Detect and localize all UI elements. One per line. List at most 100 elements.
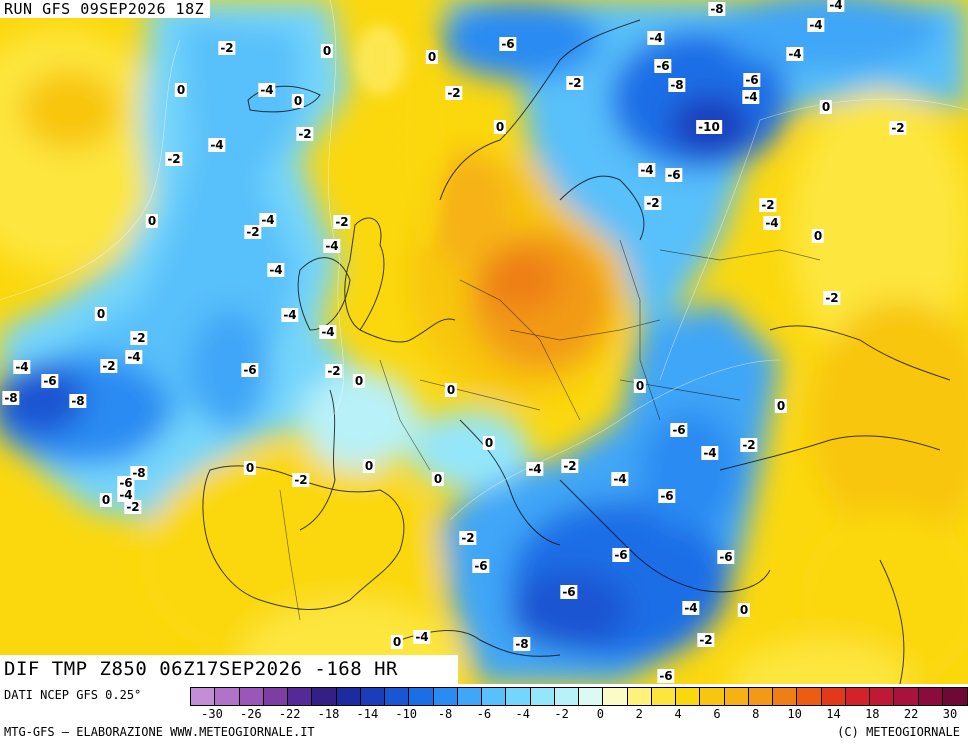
map-value-label: -2 xyxy=(124,500,142,514)
scale-swatch xyxy=(554,688,579,705)
map-value-label: -4 xyxy=(763,216,781,230)
scale-swatch xyxy=(506,688,531,705)
map-value-label: 0 xyxy=(431,472,445,486)
map-value-label: 0 xyxy=(99,493,113,507)
map-value-label: -6 xyxy=(717,550,735,564)
scale-swatch xyxy=(627,688,652,705)
map-value-label: -8 xyxy=(668,78,686,92)
map-value-label: -6 xyxy=(472,559,490,573)
map-value-label: 0 xyxy=(352,374,366,388)
map-value-label: 0 xyxy=(291,94,305,108)
scale-tick-label: -8 xyxy=(437,707,453,721)
map-value-label: -4 xyxy=(682,601,700,615)
map-value-label: -6 xyxy=(499,37,517,51)
map-value-label: -6 xyxy=(743,73,761,87)
scale-swatch xyxy=(773,688,798,705)
credit-right: (C) METEOGIORNALE xyxy=(837,725,960,739)
map-value-label: -4 xyxy=(742,90,760,104)
map-value-label: -2 xyxy=(561,459,579,473)
scale-swatch xyxy=(942,688,967,705)
map-value-label: -6 xyxy=(117,476,135,490)
map-value-label: 0 xyxy=(362,459,376,473)
run-label: RUN GFS 09SEP2026 18Z xyxy=(0,0,211,18)
map-value-label: -8 xyxy=(708,2,726,16)
map-value-label: 0 xyxy=(444,383,458,397)
map-value-label: -4 xyxy=(827,0,845,12)
map-value-label: -4 xyxy=(526,462,544,476)
scale-tick-label: 30 xyxy=(942,707,958,721)
scale-tick-label: -22 xyxy=(278,707,301,721)
scale-swatch xyxy=(918,688,943,705)
scale-swatch xyxy=(263,688,288,705)
scale-swatch xyxy=(797,688,822,705)
scale-tick-label: 0 xyxy=(596,707,605,721)
scale-swatch xyxy=(385,688,410,705)
map-value-label: -10 xyxy=(696,120,722,134)
scale-tick-label: 6 xyxy=(713,707,721,721)
scale-swatch xyxy=(700,688,725,705)
map-value-label: -2 xyxy=(759,198,777,212)
valid-time-label: DIF TMP Z850 06Z17SEP2026 -168 HR xyxy=(0,655,458,684)
map-value-label: 0 xyxy=(425,50,439,64)
map-value-label: -4 xyxy=(125,350,143,364)
map-value-label: -2 xyxy=(566,76,584,90)
scale-swatch xyxy=(336,688,361,705)
scale-tick-label: 2 xyxy=(635,707,643,721)
color-scale-ticks: -30 -26 -22 -18 -14 -10 -8 -6 -4 -2 0 2 4 6 8 10 14 18 22 3… xyxy=(190,707,958,721)
map-value-label: 0 xyxy=(243,461,257,475)
scale-tick-label: -26 xyxy=(239,707,262,721)
map-value-label: -2 xyxy=(130,331,148,345)
scale-tick-label: -2 xyxy=(554,707,569,721)
footer: DATI NCEP GFS 0.25° -30 -26 -22 -18 -14 -10 -8… xyxy=(0,684,968,745)
map-value-label: -2 xyxy=(325,364,343,378)
map-value-label: -6 xyxy=(612,548,630,562)
scale-swatch xyxy=(676,688,701,705)
map-value-label: 0 xyxy=(774,399,788,413)
map-value-label: -8 xyxy=(69,394,87,408)
map-value-label: -2 xyxy=(697,633,715,647)
map-value-label: -4 xyxy=(267,263,285,277)
scale-tick-label: 22 xyxy=(903,707,919,721)
credit-left: MTG-GFS – ELABORAZIONE WWW.METEOGIORNALE… xyxy=(4,725,315,739)
map-value-label: -2 xyxy=(218,41,236,55)
map-value-label: -4 xyxy=(208,138,226,152)
scale-tick-label: -4 xyxy=(515,707,530,721)
map-value-label: 0 xyxy=(94,307,108,321)
map-value-label: 0 xyxy=(737,603,751,617)
map-value-label: 0 xyxy=(482,436,496,450)
map-value-label: 0 xyxy=(320,44,334,58)
map-value-label: -4 xyxy=(117,488,135,502)
map-value-label: 0 xyxy=(390,635,404,649)
map-field xyxy=(0,0,968,684)
scale-swatch xyxy=(360,688,385,705)
map-value-label: -6 xyxy=(241,363,259,377)
map-value-label: -4 xyxy=(807,18,825,32)
scale-swatch xyxy=(870,688,895,705)
map-value-label: -6 xyxy=(657,669,675,683)
map-value-label: -2 xyxy=(644,196,662,210)
scale-swatch xyxy=(409,688,434,705)
scale-tick-label: -30 xyxy=(201,707,223,721)
scale-swatch xyxy=(579,688,604,705)
scale-tick-label: 4 xyxy=(674,707,682,721)
map-value-label: -4 xyxy=(647,31,665,45)
scale-swatch xyxy=(239,688,264,705)
scale-swatch xyxy=(433,688,458,705)
scale-tick-label: -10 xyxy=(395,707,418,721)
scale-tick-label: 14 xyxy=(826,707,841,721)
scale-swatch xyxy=(312,688,337,705)
map-value-label: -4 xyxy=(259,213,277,227)
map-value-label: -4 xyxy=(638,163,656,177)
map-value-label: 0 xyxy=(633,379,647,393)
map-value-label: -4 xyxy=(281,308,299,322)
data-source: DATI NCEP GFS 0.25° xyxy=(4,688,142,702)
map-value-label: -4 xyxy=(786,47,804,61)
scale-swatch xyxy=(651,688,676,705)
map-value-label: -2 xyxy=(459,531,477,545)
map-value-label: -2 xyxy=(823,291,841,305)
scale-swatch xyxy=(845,688,870,705)
map-value-label: -2 xyxy=(333,215,351,229)
scale-tick-label: 8 xyxy=(752,707,760,721)
map-value-label: -6 xyxy=(654,59,672,73)
map-value-label: 0 xyxy=(819,100,833,114)
